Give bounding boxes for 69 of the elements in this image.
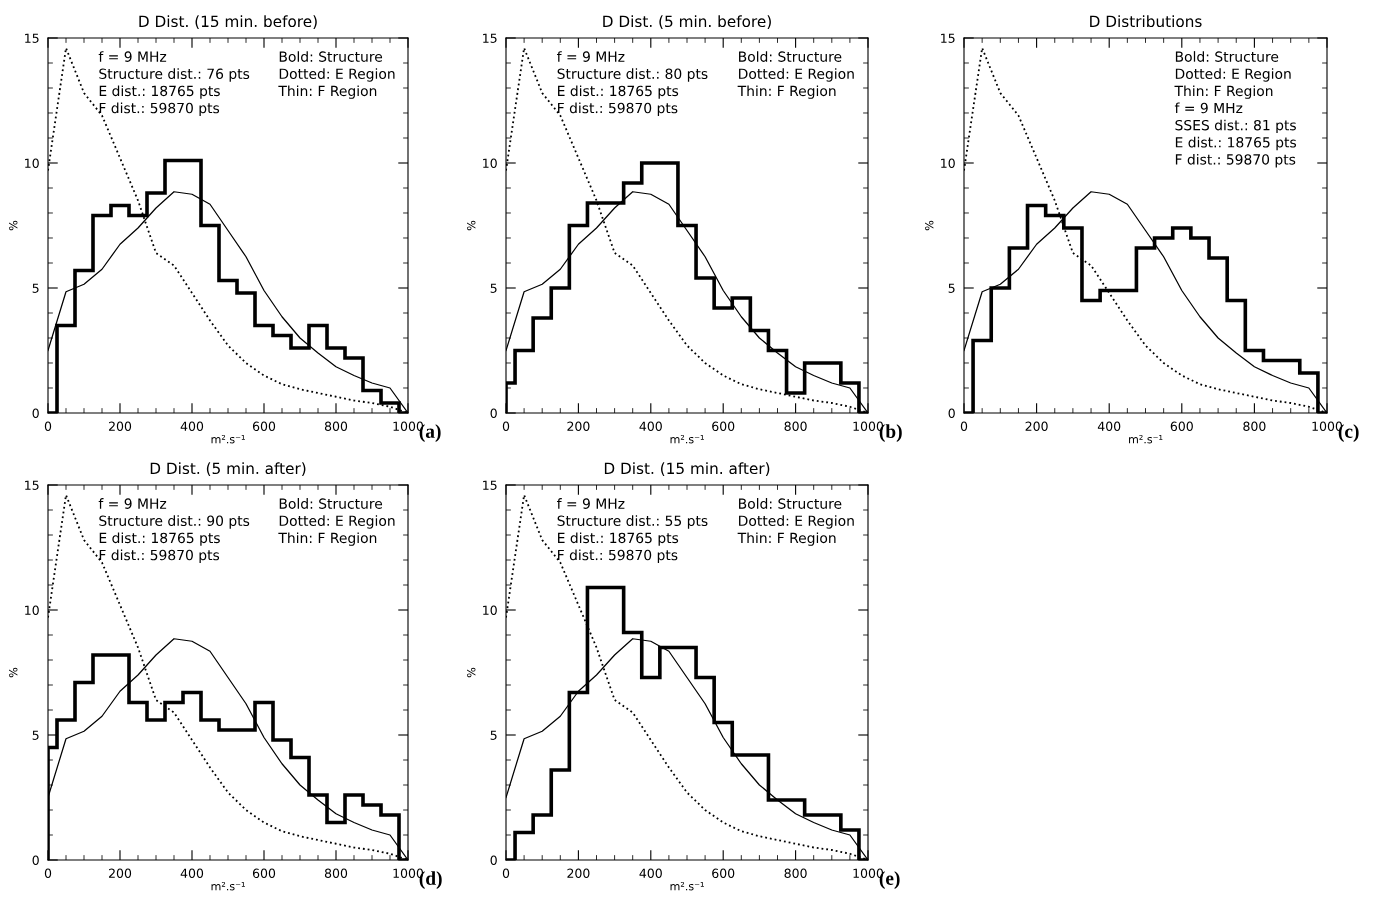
- x-tick-label: 0: [502, 421, 510, 432]
- x-tick-label: 400: [639, 868, 662, 879]
- y-tick-label: 15: [25, 33, 39, 43]
- y-tick-label: 10: [483, 158, 497, 168]
- annotation: f = 9 MHz Structure dist.: 80 pts E dist.: 18765 pts F dist.: 59870 pts: [557, 51, 708, 116]
- x-tick-label: 600: [252, 421, 276, 432]
- y-tick-label: 0: [490, 408, 497, 418]
- x-tick-label: 800: [784, 868, 807, 879]
- x-axis-title: m².s⁻¹: [211, 435, 245, 444]
- x-tick-label: 200: [567, 421, 590, 432]
- y-axis-title: %: [9, 220, 18, 231]
- y-tick-label: 15: [483, 33, 497, 43]
- x-tick-label: 400: [180, 421, 204, 432]
- y-tick-label: 0: [948, 408, 955, 418]
- x-tick-label: 600: [252, 868, 276, 879]
- x-tick-label: 200: [108, 868, 132, 879]
- y-tick-label: 0: [32, 408, 39, 418]
- x-tick-label: 800: [324, 421, 348, 432]
- annotation: Bold: Structure Dotted: E Region Thin: F Region: [737, 51, 854, 99]
- annotation: f = 9 MHz Structure dist.: 90 pts E dist.: 18765 pts F dist.: 59870 pts: [98, 498, 250, 563]
- y-tick-label: 10: [941, 158, 955, 168]
- x-tick-label: 800: [784, 421, 807, 432]
- x-tick-label: 800: [324, 868, 348, 879]
- y-tick-label: 10: [25, 605, 39, 615]
- y-tick-label: 15: [941, 33, 955, 43]
- y-tick-label: 0: [32, 855, 39, 865]
- x-tick-label: 400: [1097, 421, 1121, 432]
- x-tick-label: 600: [712, 421, 735, 432]
- x-tick-label: 400: [639, 421, 662, 432]
- x-tick-label: 600: [712, 868, 735, 879]
- y-tick-label: 5: [490, 730, 497, 740]
- x-tick-label: 0: [502, 868, 510, 879]
- annotation: f = 9 MHz Structure dist.: 55 pts E dist.: 18765 pts F dist.: 59870 pts: [557, 498, 708, 563]
- y-tick-label: 5: [32, 283, 39, 293]
- y-tick-label: 10: [483, 605, 497, 615]
- y-tick-label: 15: [483, 480, 497, 490]
- y-axis-title: %: [467, 220, 476, 231]
- chart-title: D Dist. (15 min. before): [139, 15, 317, 29]
- x-tick-label: 0: [960, 421, 968, 432]
- x-tick-label: 800: [1243, 421, 1266, 432]
- y-tick-label: 15: [25, 480, 39, 490]
- annotation: Bold: Structure Dotted: E Region Thin: F Region: [737, 498, 854, 546]
- y-tick-label: 5: [490, 283, 497, 293]
- y-tick-label: 0: [490, 855, 497, 865]
- x-tick-label: 0: [44, 868, 52, 879]
- y-tick-label: 10: [25, 158, 39, 168]
- x-tick-label: 600: [1170, 421, 1193, 432]
- x-tick-label: 0: [44, 421, 52, 432]
- y-tick-label: 5: [948, 283, 955, 293]
- y-tick-label: 5: [32, 730, 39, 740]
- y-axis-title: %: [925, 220, 934, 231]
- annotation: Bold: Structure Dotted: E Region Thin: F Region: [278, 51, 395, 99]
- x-axis-title: m².s⁻¹: [1129, 435, 1163, 444]
- annotation: Bold: Structure Dotted: E Region Thin: F Region f = 9 MHz SSES dist.: 81 pts E dist.: 18765 pts F dist.: 59870 pts: [1174, 51, 1297, 168]
- chart-title: D Dist. (15 min. after): [604, 462, 770, 476]
- chart-title: D Dist. (5 min. before): [603, 15, 771, 29]
- y-axis-title: %: [9, 667, 18, 678]
- x-tick-label: 200: [1025, 421, 1048, 432]
- x-axis-title: m².s⁻¹: [211, 882, 245, 891]
- x-tick-label: 400: [180, 868, 204, 879]
- annotation: Bold: Structure Dotted: E Region Thin: F Region: [278, 498, 395, 546]
- x-axis-title: m².s⁻¹: [670, 882, 704, 891]
- x-tick-label: 200: [567, 868, 590, 879]
- x-tick-label: 200: [108, 421, 132, 432]
- y-axis-title: %: [467, 667, 476, 678]
- chart-title: D Dist. (5 min. after): [150, 462, 306, 476]
- annotation: f = 9 MHz Structure dist.: 76 pts E dist.: 18765 pts F dist.: 59870 pts: [98, 51, 250, 116]
- x-axis-title: m².s⁻¹: [670, 435, 704, 444]
- chart-title: D Distributions: [1090, 15, 1202, 28]
